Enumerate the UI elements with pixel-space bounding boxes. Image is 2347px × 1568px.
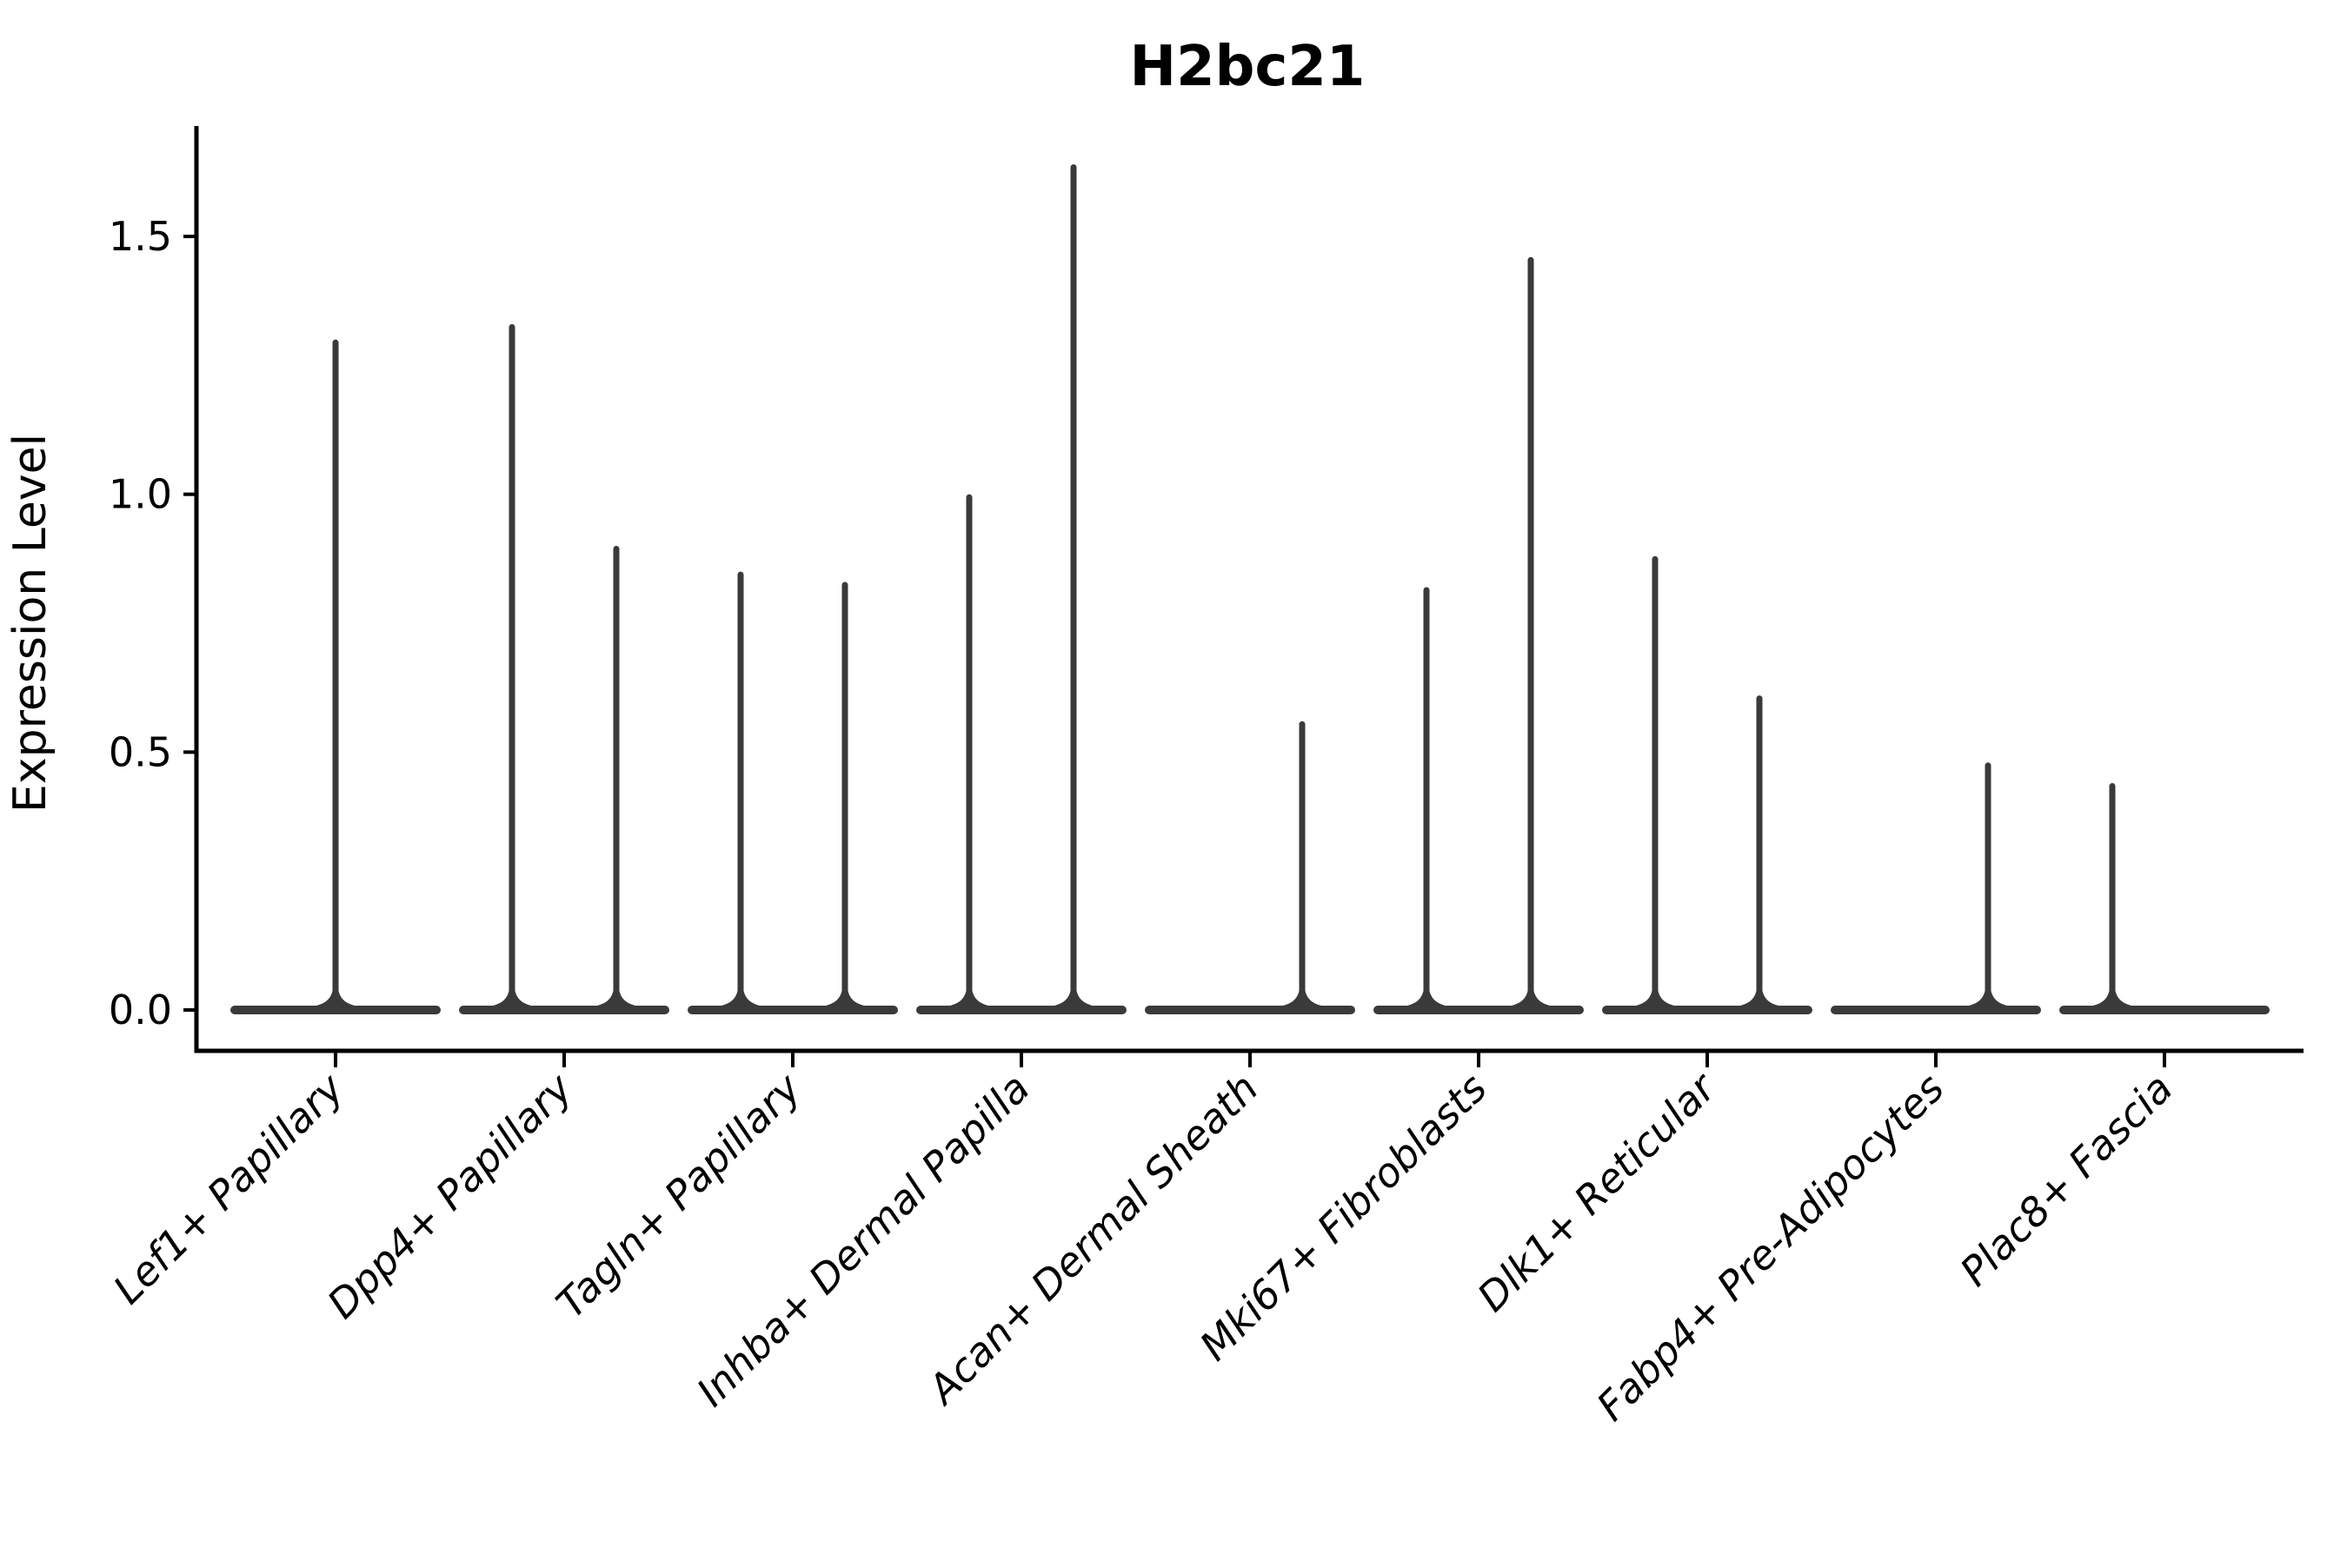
violin-flare <box>1266 991 1339 1008</box>
x-tick-label: Dlk1+ Reticular <box>1468 1062 1726 1320</box>
y-tick-label: 1.0 <box>109 471 172 518</box>
x-tick-label: Plac8+ Fascia <box>1951 1065 2181 1295</box>
violin-flare <box>704 991 777 1008</box>
violin-flare <box>808 991 881 1008</box>
violin-flare <box>1951 991 2025 1008</box>
violin-flare <box>475 991 549 1008</box>
violin-flare <box>1619 991 1692 1008</box>
chart-title: H2bc21 <box>1130 35 1366 99</box>
violins-group <box>230 163 2270 1014</box>
violin-flare <box>2076 991 2149 1008</box>
violin-flare <box>1037 991 1110 1008</box>
x-tick-label: Dpp4+ Papillary <box>318 1064 582 1327</box>
violin-flare <box>580 991 653 1008</box>
violin-flare <box>1494 991 1567 1008</box>
violin-flare <box>299 991 372 1008</box>
y-tick-label: 0.5 <box>109 728 172 775</box>
y-tick-label: 0.0 <box>109 987 172 1033</box>
violin-flare <box>1390 991 1463 1008</box>
violin-flare <box>933 991 1006 1008</box>
y-tick-label: 1.5 <box>109 213 172 260</box>
violin-flare <box>1723 991 1796 1008</box>
y-axis-ticks: 0.0 0.5 1.0 1.5 <box>109 213 196 1033</box>
y-axis-label: Expression Level <box>4 434 57 813</box>
x-tick-label: Tagln+ Papillary <box>547 1064 810 1327</box>
x-tick-label: Lef1+ Papillary <box>104 1064 353 1312</box>
